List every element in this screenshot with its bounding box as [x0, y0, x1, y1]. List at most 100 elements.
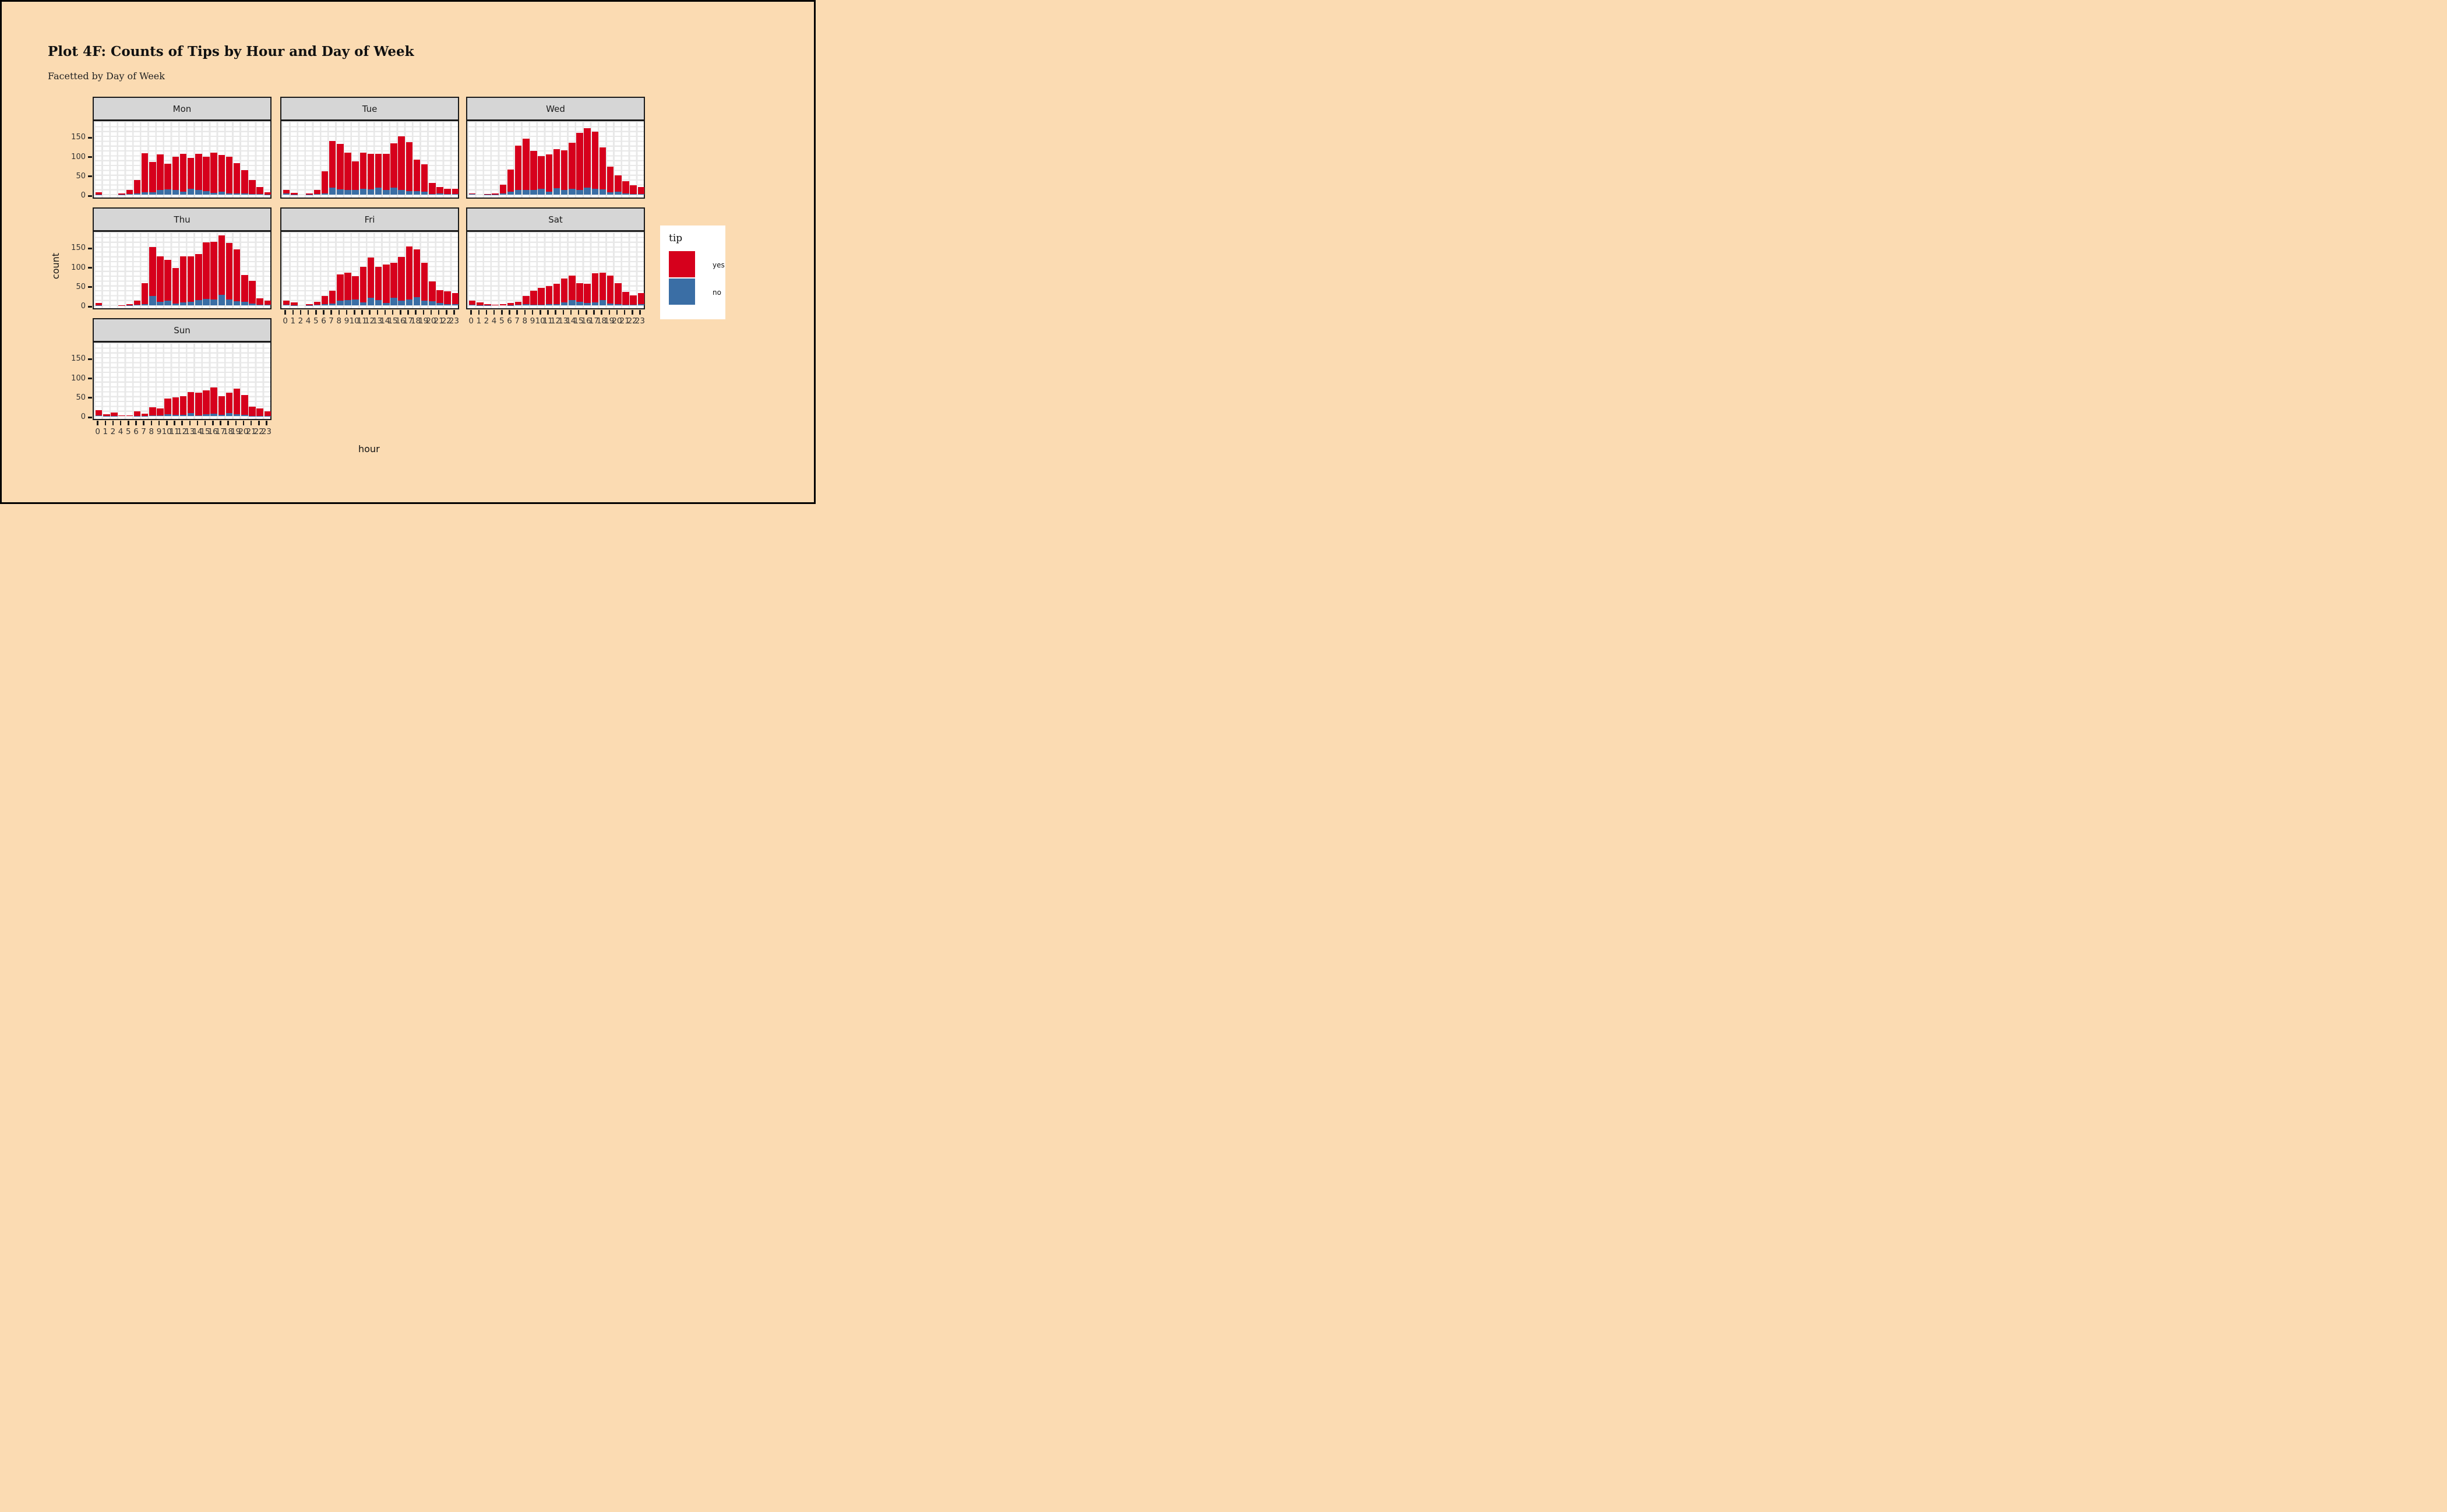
bar-fri-h18: [413, 249, 421, 306]
segment-yes: [375, 154, 382, 188]
bar-sun-h5: [126, 415, 133, 417]
segment-yes: [383, 264, 390, 303]
x-tick-mark: [330, 309, 332, 315]
segment-yes: [256, 298, 263, 305]
bar-sat-h0: [468, 301, 476, 306]
bar-sun-h14: [195, 393, 202, 417]
segment-yes: [352, 276, 359, 300]
segment-yes: [576, 132, 583, 190]
x-tick-mark: [338, 309, 340, 315]
legend-label: no: [713, 288, 721, 297]
bar-tue-h9: [344, 152, 351, 195]
bar-sat-h7: [514, 301, 522, 306]
segment-yes: [615, 175, 622, 192]
bar-mon-h14: [195, 153, 202, 195]
y-tick-label: 150: [71, 133, 86, 142]
bar-mon-h21: [249, 179, 256, 195]
segment-yes: [249, 179, 256, 194]
segment-yes: [203, 242, 210, 299]
segment-yes: [157, 256, 164, 302]
segment-no: [576, 189, 583, 195]
segment-no: [545, 191, 553, 195]
bar-mon-h19: [233, 163, 241, 195]
x-tick-label: 16: [207, 427, 218, 436]
segment-yes: [523, 138, 530, 191]
segment-no: [576, 301, 583, 306]
segment-no: [95, 305, 103, 306]
x-tick-mark: [345, 309, 348, 315]
segment-yes: [406, 142, 413, 191]
segment-yes: [149, 407, 156, 415]
bar-thu-h13: [187, 256, 195, 306]
segment-no: [157, 190, 164, 195]
segment-no: [306, 305, 313, 306]
x-tick-mark: [258, 420, 260, 425]
bar-sun-h4: [118, 415, 125, 417]
segment-no: [615, 191, 622, 195]
segment-yes: [118, 305, 125, 306]
facet-label: Wed: [546, 103, 565, 114]
bar-thu-h19: [233, 249, 241, 306]
bar-sat-h9: [530, 290, 537, 306]
x-tick-mark: [112, 420, 114, 425]
x-tick-label: 20: [612, 316, 622, 326]
x-tick-label: 9: [344, 316, 350, 326]
x-tick-label: 20: [426, 316, 436, 326]
segment-yes: [256, 186, 263, 194]
segment-no: [390, 297, 397, 306]
segment-no: [203, 298, 210, 306]
x-tick-mark: [509, 309, 510, 315]
segment-yes: [164, 163, 171, 189]
bar-tue-h13: [375, 154, 382, 195]
bar-wed-h18: [599, 147, 607, 195]
bar-thu-h12: [179, 256, 187, 306]
x-tick-mark: [212, 420, 214, 425]
x-tick-mark: [570, 309, 572, 315]
bar-tue-h5: [313, 189, 321, 195]
x-tick-mark: [446, 309, 447, 315]
segment-yes: [468, 193, 476, 194]
segment-no: [218, 294, 225, 306]
x-tick-label: 8: [149, 427, 154, 436]
x-tick-label: 11: [357, 316, 367, 326]
segment-yes: [375, 266, 382, 300]
x-tick-mark: [158, 420, 160, 425]
segment-yes: [321, 295, 329, 305]
legend-item-yes: yes: [669, 251, 725, 279]
segment-no: [560, 302, 568, 306]
bar-mon-h8: [149, 161, 156, 195]
segment-no: [569, 299, 576, 306]
segment-no: [507, 191, 514, 195]
segment-no: [291, 305, 298, 306]
bar-wed-h2: [484, 193, 491, 195]
bar-tue-h14: [383, 154, 390, 195]
segment-no: [352, 190, 359, 195]
bar-sat-h10: [538, 288, 545, 306]
segment-yes: [172, 397, 179, 415]
bar-thu-h0: [95, 303, 103, 306]
bar-sun-h23: [264, 411, 272, 417]
segment-yes: [133, 301, 141, 305]
x-tick-label: 13: [372, 316, 383, 326]
bar-sat-h20: [615, 283, 622, 306]
segment-yes: [179, 154, 187, 192]
segment-yes: [390, 143, 397, 188]
x-tick-mark: [470, 309, 472, 315]
x-tick-mark: [284, 309, 286, 315]
segment-yes: [484, 304, 491, 305]
segment-no: [523, 304, 530, 306]
segment-yes: [157, 408, 164, 415]
segment-no: [225, 299, 233, 306]
segment-yes: [149, 247, 156, 296]
x-tick-mark: [422, 309, 424, 315]
segment-yes: [218, 154, 225, 192]
x-tick-label: 0: [95, 427, 100, 436]
x-tick-mark: [501, 309, 503, 315]
bar-wed-h23: [637, 186, 645, 195]
x-tick-mark: [485, 309, 488, 315]
x-tick-mark: [577, 309, 580, 315]
x-tick-label: 9: [530, 316, 535, 326]
segment-no: [210, 192, 217, 195]
x-tick-label: 1: [476, 316, 482, 326]
x-tick-label: 5: [313, 316, 319, 326]
